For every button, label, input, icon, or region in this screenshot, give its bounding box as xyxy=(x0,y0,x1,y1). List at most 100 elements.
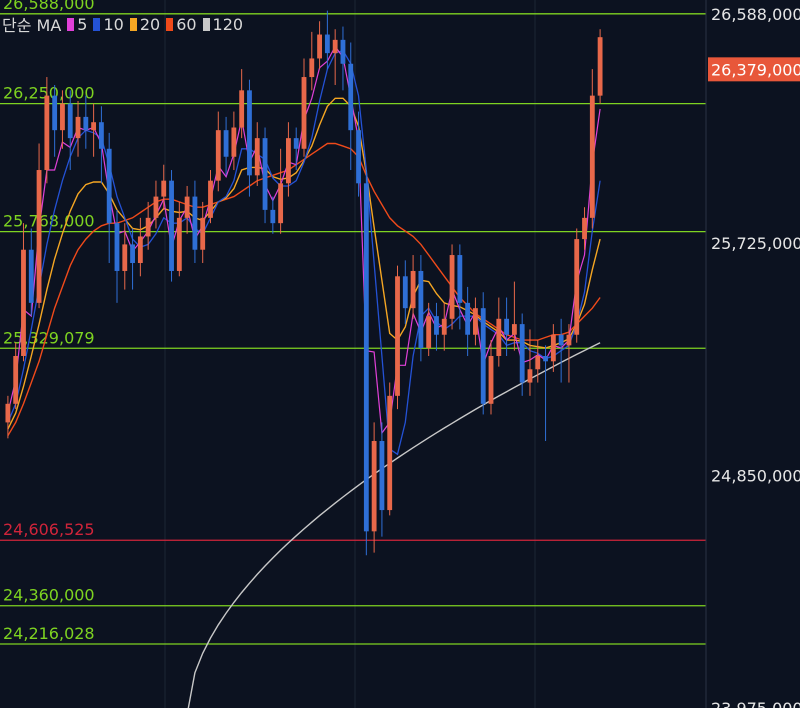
candle-body-46 xyxy=(363,183,369,532)
candle-body-4 xyxy=(36,170,42,303)
candle-body-41 xyxy=(324,34,330,54)
candle-body-23 xyxy=(184,196,190,218)
candle-body-18 xyxy=(145,217,151,237)
level-label-3: 25,329,079 xyxy=(3,328,95,347)
horizontal-levels: 26,588,000 26,250,000 25,768,000 25,329,079… xyxy=(0,0,706,645)
candle-body-53 xyxy=(418,270,424,349)
candle-body-76 xyxy=(597,37,603,96)
candle-body-14 xyxy=(114,223,120,271)
candle-body-29 xyxy=(231,127,237,157)
candle-body-2 xyxy=(21,249,26,356)
level-label-1: 26,250,000 xyxy=(3,84,95,103)
candle-body-69 xyxy=(543,355,548,362)
candle-body-11 xyxy=(91,122,97,131)
candle-body-39 xyxy=(309,58,315,78)
candle-body-56 xyxy=(441,318,447,335)
ma10-line xyxy=(7,49,601,456)
candle-body-38 xyxy=(301,77,307,149)
candle-body-3 xyxy=(28,249,34,303)
candle-body-35 xyxy=(278,183,284,224)
legend-label-ma20: 20 xyxy=(139,14,161,34)
candle-body-73 xyxy=(574,239,580,335)
legend: 단순 MA 5 10 20 60 120 xyxy=(2,12,243,36)
current-price-tag: 26,379,000 xyxy=(708,57,800,82)
legend-swatch-ma60 xyxy=(166,17,174,31)
candle-body-7 xyxy=(60,103,65,131)
candle-body-45 xyxy=(356,130,361,184)
y-tick-label-0: 26,588,000 xyxy=(711,5,800,24)
candle-body-20 xyxy=(161,180,167,197)
candles xyxy=(5,10,603,556)
candle-body-13 xyxy=(106,148,112,224)
candle-body-33 xyxy=(262,138,268,210)
candle-body-43 xyxy=(340,39,346,64)
candle-body-15 xyxy=(122,244,128,271)
candle-body-71 xyxy=(558,334,564,346)
price-tag-label: 26,379,000 xyxy=(711,60,800,79)
candle-body-51 xyxy=(402,276,408,309)
candle-body-0 xyxy=(5,403,11,423)
level-label-0: 26,588,000 xyxy=(3,0,95,13)
candle-body-30 xyxy=(239,90,245,128)
candle-body-31 xyxy=(247,90,252,176)
candle-body-70 xyxy=(550,334,556,362)
candle-body-27 xyxy=(215,130,221,181)
candle-body-49 xyxy=(387,395,393,511)
candle-body-68 xyxy=(535,355,541,370)
legend-swatch-ma20 xyxy=(129,17,137,31)
y-tick-label-2: 24,850,000 xyxy=(711,467,800,486)
candle-body-6 xyxy=(52,95,58,131)
candle-body-21 xyxy=(169,180,174,271)
candle-body-36 xyxy=(286,138,291,184)
candle-body-50 xyxy=(395,276,400,396)
candle-body-34 xyxy=(270,209,276,224)
candle-body-8 xyxy=(67,103,73,139)
level-label-2: 25,768,000 xyxy=(3,212,95,231)
legend-swatch-ma10 xyxy=(93,17,101,31)
candle-body-74 xyxy=(582,217,587,240)
legend-title: 단순 MA xyxy=(2,16,62,35)
candle-body-42 xyxy=(332,39,338,54)
candle-body-22 xyxy=(176,217,182,271)
candle-body-58 xyxy=(457,255,463,303)
candle-body-75 xyxy=(589,95,595,218)
candle-body-1 xyxy=(13,355,19,404)
candle-body-60 xyxy=(473,308,478,335)
legend-swatch-ma5 xyxy=(67,17,75,31)
candle-body-9 xyxy=(75,116,81,139)
candle-body-10 xyxy=(83,116,89,131)
candle-body-37 xyxy=(293,138,299,149)
candle-body-63 xyxy=(496,318,502,356)
candle-body-52 xyxy=(410,270,416,309)
candle-body-54 xyxy=(426,316,432,349)
candle-body-61 xyxy=(480,308,486,404)
level-label-4: 24,606,525 xyxy=(3,520,95,539)
price-axis[interactable]: 26,588,000 25,725,000 24,850,000 23,975,000 xyxy=(711,5,800,708)
legend-label-ma5: 5 xyxy=(77,14,88,34)
candle-body-26 xyxy=(208,180,213,218)
candle-body-55 xyxy=(434,316,439,335)
candle-body-64 xyxy=(504,318,510,335)
legend-label-ma10: 10 xyxy=(103,14,124,34)
legend-label-ma120: 120 xyxy=(212,14,244,34)
candle-body-17 xyxy=(137,236,143,264)
candle-body-24 xyxy=(192,196,198,250)
y-tick-label-1: 25,725,000 xyxy=(711,234,800,253)
candle-body-66 xyxy=(519,324,525,383)
candle-body-59 xyxy=(465,302,471,335)
candle-body-72 xyxy=(566,334,572,346)
candle-body-65 xyxy=(511,324,517,335)
level-label-6: 24,216,028 xyxy=(3,624,95,643)
candle-body-12 xyxy=(98,122,104,149)
level-label-5: 24,360,000 xyxy=(3,586,95,605)
legend-swatch-ma120 xyxy=(202,17,210,31)
candle-body-16 xyxy=(130,244,135,264)
candle-body-40 xyxy=(317,34,322,59)
candle-body-57 xyxy=(449,255,455,319)
candle-body-19 xyxy=(153,196,159,218)
candle-body-67 xyxy=(527,369,533,383)
price-tag-box xyxy=(708,57,800,82)
candle-body-25 xyxy=(200,217,206,250)
